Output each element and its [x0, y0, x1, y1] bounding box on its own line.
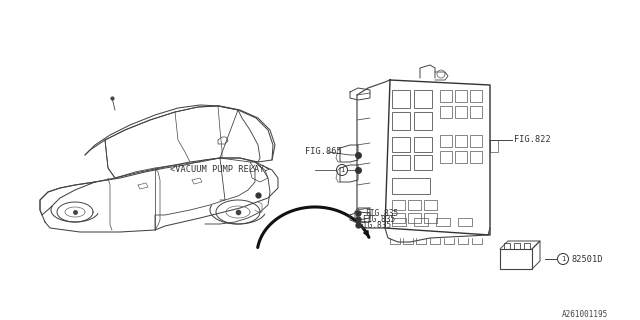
- Bar: [470, 135, 482, 147]
- Text: FIG.835: FIG.835: [365, 210, 398, 219]
- Bar: [440, 151, 452, 163]
- Bar: [414, 90, 432, 108]
- Bar: [414, 137, 432, 152]
- Bar: [392, 213, 405, 223]
- Text: FIG.865: FIG.865: [305, 148, 342, 156]
- Bar: [470, 106, 482, 118]
- Bar: [458, 218, 472, 226]
- Text: FIG.835: FIG.835: [362, 215, 396, 225]
- Bar: [440, 90, 452, 102]
- Bar: [392, 218, 406, 226]
- Text: FIG.835: FIG.835: [358, 221, 391, 230]
- Bar: [490, 140, 498, 152]
- Text: FIG.822: FIG.822: [514, 135, 551, 145]
- Bar: [392, 137, 410, 152]
- Bar: [424, 213, 437, 223]
- Bar: [440, 106, 452, 118]
- Bar: [392, 200, 405, 210]
- Bar: [455, 151, 467, 163]
- Text: 1: 1: [340, 167, 344, 173]
- Bar: [414, 218, 428, 226]
- Bar: [392, 112, 410, 130]
- Bar: [436, 218, 450, 226]
- Text: 82501D: 82501D: [571, 254, 602, 263]
- Bar: [392, 90, 410, 108]
- Bar: [455, 106, 467, 118]
- Text: 1: 1: [561, 256, 565, 262]
- Bar: [424, 200, 437, 210]
- Text: <VACUUM PUMP RELAY>: <VACUUM PUMP RELAY>: [170, 165, 269, 174]
- Bar: [414, 155, 432, 170]
- Bar: [408, 200, 421, 210]
- Bar: [392, 155, 410, 170]
- Bar: [470, 90, 482, 102]
- Bar: [470, 151, 482, 163]
- Bar: [440, 135, 452, 147]
- Bar: [500, 249, 532, 269]
- Bar: [455, 90, 467, 102]
- Bar: [414, 112, 432, 130]
- Bar: [455, 135, 467, 147]
- Text: A261001195: A261001195: [562, 310, 608, 319]
- Bar: [392, 178, 430, 194]
- Bar: [408, 213, 421, 223]
